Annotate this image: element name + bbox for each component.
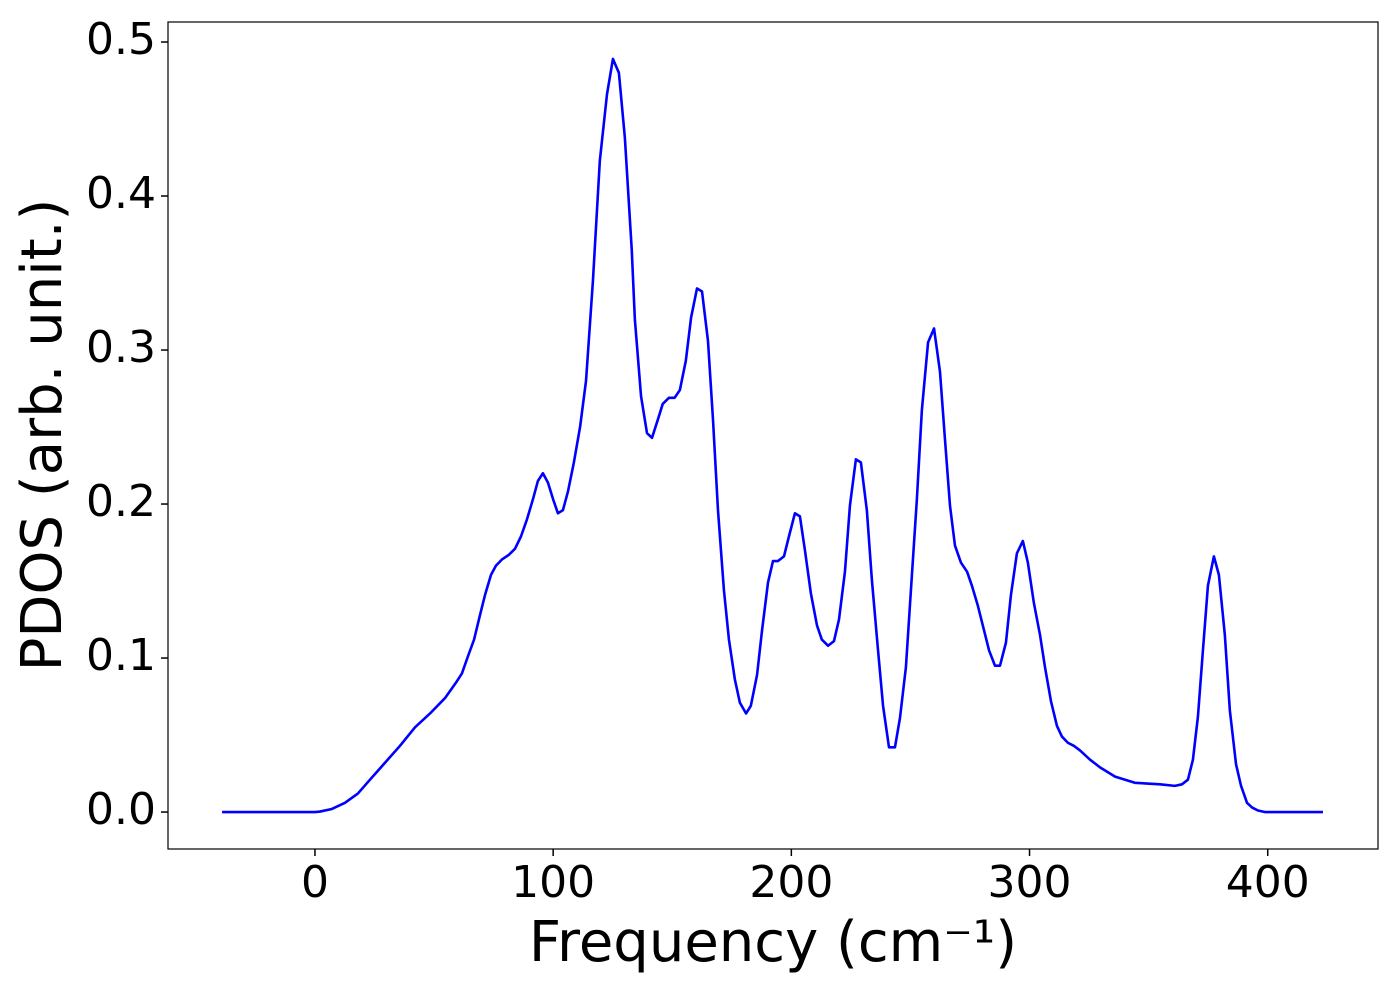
x-axis-label: Frequency (cm⁻¹) [529, 910, 1017, 975]
x-tick-label: 400 [1226, 857, 1310, 908]
x-tick-label: 300 [988, 857, 1072, 908]
y-tick-label: 0.0 [86, 784, 156, 835]
y-tick-label: 0.1 [86, 630, 156, 681]
plot-frame [167, 21, 1379, 850]
y-axis-label: PDOS (arb. unit.) [10, 199, 75, 672]
x-tick-label: 100 [511, 857, 595, 908]
x-tick-label: 200 [749, 857, 833, 908]
y-tick-label: 0.5 [86, 14, 156, 65]
line [222, 57, 1323, 814]
x-tick-label: 0 [301, 857, 329, 908]
y-tick-label: 0.3 [86, 322, 156, 373]
y-tick-label: 0.4 [86, 168, 156, 219]
y-tick-label: 0.2 [86, 476, 156, 527]
